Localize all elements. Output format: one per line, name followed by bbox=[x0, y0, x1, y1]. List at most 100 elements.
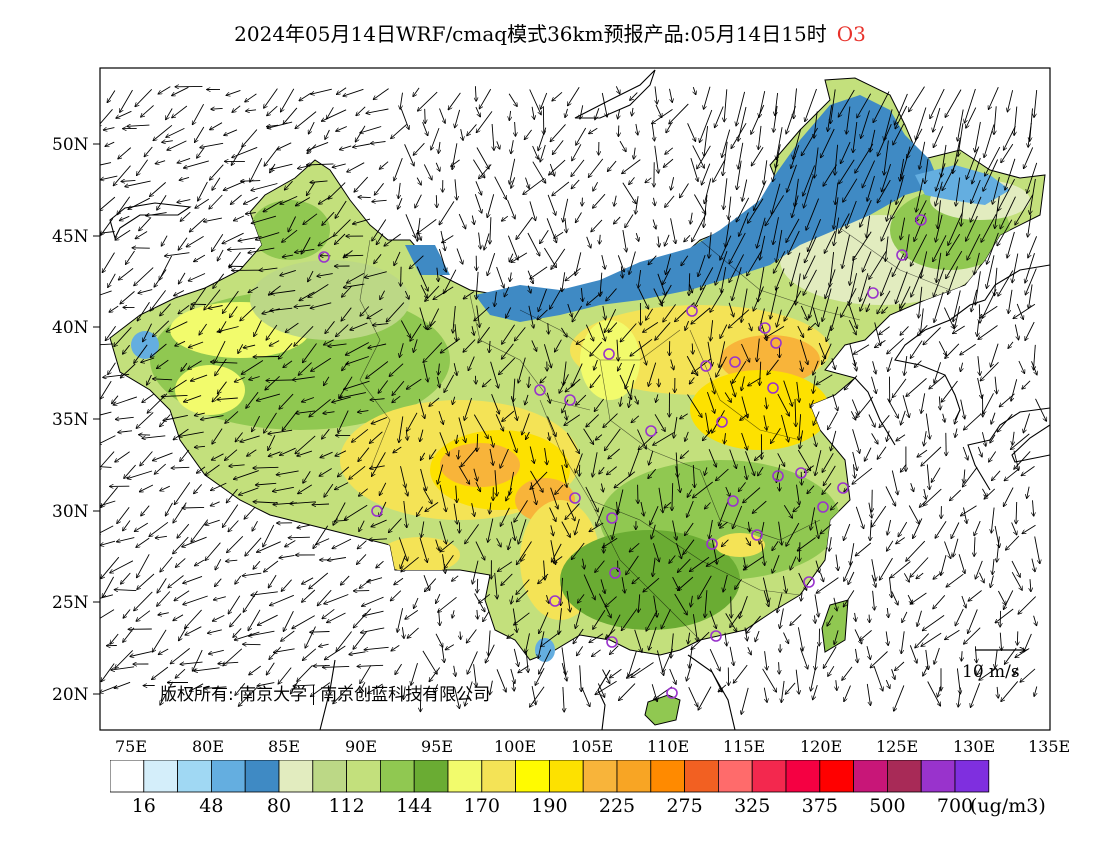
wind-arrow bbox=[282, 229, 298, 242]
wind-arrow bbox=[269, 340, 280, 346]
colorbar-label: 16 bbox=[132, 795, 156, 817]
wind-arrow bbox=[146, 212, 167, 216]
wind-arrow bbox=[435, 162, 440, 172]
wind-arrow bbox=[203, 217, 222, 222]
wind-arrow bbox=[510, 272, 512, 282]
wind-arrow bbox=[549, 159, 566, 175]
wind-arrow bbox=[812, 307, 818, 327]
wind-arrow bbox=[894, 93, 908, 125]
wind-arrow bbox=[538, 289, 547, 311]
lon-label: 115E bbox=[723, 737, 765, 756]
wind-arrow bbox=[337, 87, 347, 95]
wind-arrow bbox=[857, 93, 872, 118]
wind-arrow bbox=[277, 142, 292, 150]
wind-arrow bbox=[700, 267, 714, 290]
wind-arrow bbox=[108, 273, 116, 288]
wind-arrow bbox=[335, 200, 347, 218]
wind-arrow bbox=[127, 125, 150, 126]
wind-arrow bbox=[1007, 90, 1014, 112]
wind-arrow bbox=[1025, 268, 1037, 295]
wind-arrow bbox=[455, 179, 457, 200]
wind-arrow bbox=[699, 109, 713, 143]
wind-arrow bbox=[747, 250, 762, 276]
wind-arrow bbox=[308, 121, 315, 134]
wind-arrow bbox=[118, 268, 134, 280]
wind-arrow bbox=[119, 215, 130, 220]
wind-arrow bbox=[728, 309, 750, 328]
wind-arrow bbox=[213, 273, 225, 289]
wind-arrow bbox=[394, 251, 401, 266]
colorbar-swatch bbox=[413, 760, 449, 793]
wind-arrow bbox=[823, 164, 837, 187]
wind-arrow bbox=[867, 175, 875, 201]
wind-arrow bbox=[853, 231, 872, 261]
wind-arrow bbox=[105, 141, 115, 146]
wind-arrow bbox=[977, 320, 979, 337]
wind-arrow bbox=[619, 140, 626, 152]
wind-arrow bbox=[335, 233, 346, 244]
wind-arrow bbox=[707, 341, 712, 366]
wind-arrow bbox=[625, 214, 634, 228]
wind-arrow bbox=[210, 122, 223, 130]
wind-arrow bbox=[966, 215, 978, 241]
wind-arrow bbox=[975, 271, 981, 305]
wind-arrow bbox=[617, 255, 624, 272]
wind-arrow bbox=[987, 232, 999, 264]
colorbar-label: 80 bbox=[267, 795, 291, 817]
wind-arrow bbox=[373, 88, 389, 100]
wind-arrow bbox=[172, 105, 188, 118]
wind-arrow bbox=[838, 89, 855, 117]
wind-arrow bbox=[933, 235, 947, 261]
wind-arrow bbox=[799, 339, 808, 365]
wind-arrow bbox=[528, 285, 531, 294]
colorbar-swatch bbox=[853, 760, 888, 793]
wind-arrow bbox=[476, 111, 493, 132]
wind-arrow bbox=[877, 124, 892, 156]
wind-arrow bbox=[100, 196, 116, 211]
wind-arrow bbox=[601, 92, 607, 117]
wind-arrow bbox=[709, 232, 712, 258]
wind-arrow bbox=[1007, 231, 1015, 258]
wind-arrow bbox=[353, 218, 371, 224]
wind-arrow bbox=[511, 140, 514, 154]
wind-arrow bbox=[599, 234, 600, 244]
colorbar-swatch bbox=[211, 760, 246, 793]
wind-arrow bbox=[860, 273, 869, 301]
wind-arrow bbox=[358, 197, 371, 198]
wind-arrow bbox=[652, 123, 654, 141]
wind-arrow bbox=[831, 306, 839, 331]
wind-arrow bbox=[310, 302, 332, 309]
wind-arrow bbox=[1013, 303, 1036, 318]
wind-arrow bbox=[869, 250, 887, 279]
wind-arrow bbox=[399, 343, 404, 357]
wind-arrow bbox=[741, 343, 750, 362]
colorbar-swatch bbox=[616, 760, 652, 793]
wind-arrow bbox=[413, 87, 420, 97]
wind-arrow bbox=[879, 326, 890, 335]
wind-arrow bbox=[808, 219, 822, 251]
colorbar-swatch bbox=[819, 760, 854, 793]
colorbar-label: 275 bbox=[666, 795, 702, 817]
wind-arrow bbox=[336, 126, 347, 132]
wind-arrow bbox=[516, 216, 533, 239]
wind-arrow bbox=[405, 214, 416, 238]
wind-arrow bbox=[308, 284, 329, 297]
wind-arrow bbox=[737, 160, 742, 190]
wind-arrow bbox=[955, 306, 961, 328]
wind-arrow bbox=[555, 339, 562, 352]
wind-arrow bbox=[251, 215, 277, 223]
wind-arrow bbox=[416, 177, 421, 186]
wind-arrow bbox=[241, 181, 261, 182]
colorbar-swatch bbox=[481, 760, 516, 793]
colorbar-swatch bbox=[177, 760, 212, 793]
wind-arrow bbox=[822, 343, 832, 365]
wind-arrow bbox=[123, 344, 130, 354]
wind-arrow bbox=[824, 231, 836, 253]
wind-arrow bbox=[532, 106, 534, 120]
wind-arrow bbox=[1017, 631, 1018, 645]
wind-arrow bbox=[724, 89, 728, 122]
wind-arrow bbox=[792, 195, 799, 218]
colorbar-swatch bbox=[143, 760, 178, 793]
wind-arrow bbox=[524, 129, 532, 140]
lat-label: 25N bbox=[52, 593, 89, 613]
